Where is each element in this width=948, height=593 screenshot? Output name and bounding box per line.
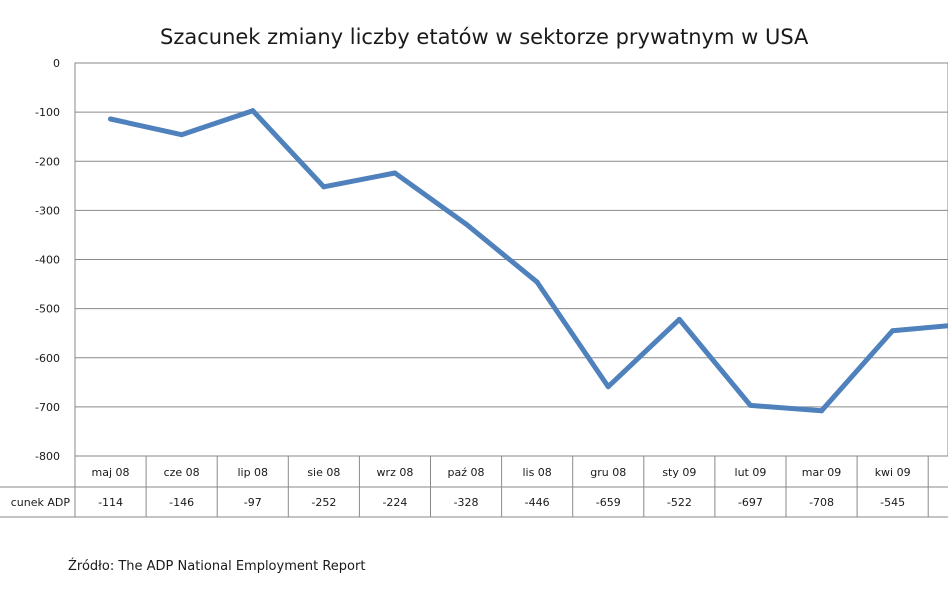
y-tick-label: -400: [35, 254, 60, 267]
y-axis-ticks: 0 -100 -200 -300 -400 -500 -600 -700 -800: [35, 57, 60, 463]
table-value-cell: -545: [880, 496, 905, 509]
x-category-label: lut 09: [735, 466, 767, 479]
table-value-cell: -708: [809, 496, 834, 509]
x-category-label: mar 09: [802, 466, 841, 479]
series-name-label: cunek ADP: [11, 496, 71, 509]
y-tick-label: 0: [53, 57, 60, 70]
x-category-label: gru 08: [590, 466, 626, 479]
data-point: [392, 170, 398, 176]
data-point: [819, 408, 825, 414]
table-value-cell: -146: [169, 496, 194, 509]
table-value-cell: -328: [454, 496, 479, 509]
data-point: [747, 402, 753, 408]
table-value-cell: -114: [98, 496, 123, 509]
x-category-label: lis 08: [522, 466, 551, 479]
data-table: maj 08 -114 cze 08 -146 lip 08 -97 sie 08 -252 w…: [0, 456, 948, 518]
y-tick-label: -600: [35, 352, 60, 365]
source-note: Źródło: The ADP National Employment Repo…: [68, 558, 365, 574]
x-category-label: cze 08: [164, 466, 200, 479]
data-point: [463, 221, 469, 227]
table-value-cell: -522: [667, 496, 692, 509]
x-category-label: lip 08: [237, 466, 268, 479]
table-value-cell: -446: [525, 496, 550, 509]
table-value-cell: -697: [738, 496, 763, 509]
y-tick-label: -300: [35, 204, 60, 217]
y-tick-label: -200: [35, 155, 60, 168]
x-category-label: wrz 08: [377, 466, 414, 479]
x-category-label: paź 08: [448, 466, 485, 479]
data-point: [534, 279, 540, 285]
data-point: [321, 184, 327, 190]
data-point: [179, 132, 185, 138]
table-value-cell: -659: [596, 496, 621, 509]
y-tick-label: -500: [35, 303, 60, 316]
y-tick-label: -100: [35, 106, 60, 119]
data-point: [250, 108, 256, 114]
data-point: [676, 316, 682, 322]
series-line-path: [108, 108, 948, 414]
data-point: [605, 384, 611, 390]
x-category-label: sie 08: [307, 466, 340, 479]
x-category-label: sty 09: [662, 466, 696, 479]
x-category-label: kwi 09: [875, 466, 911, 479]
chart-title: Szacunek zmiany liczby etatów w sektorze…: [160, 25, 809, 49]
series-line: [108, 108, 948, 414]
table-value-cell: -252: [311, 496, 336, 509]
table-value-cell: -97: [244, 496, 262, 509]
y-tick-label: -800: [35, 450, 60, 463]
data-point: [890, 328, 896, 334]
table-value-cell: -224: [382, 496, 407, 509]
data-point: [108, 116, 114, 122]
y-tick-label: -700: [35, 401, 60, 414]
x-category-label: maj 08: [92, 466, 130, 479]
